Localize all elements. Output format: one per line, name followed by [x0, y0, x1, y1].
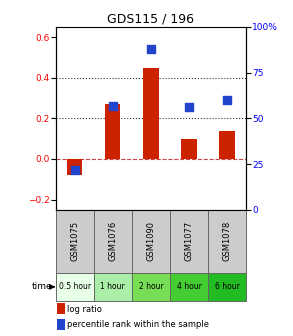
FancyBboxPatch shape — [56, 272, 94, 301]
Text: GSM1077: GSM1077 — [185, 221, 193, 261]
Text: GSM1076: GSM1076 — [108, 221, 117, 261]
Bar — [181, 139, 197, 159]
Bar — [219, 130, 235, 159]
Text: log ratio: log ratio — [67, 304, 102, 313]
Bar — [57, 303, 65, 314]
Point — [187, 104, 191, 110]
Text: 4 hour: 4 hour — [177, 283, 201, 291]
Bar — [143, 68, 159, 159]
Bar — [105, 104, 120, 159]
Point — [72, 167, 77, 172]
FancyBboxPatch shape — [132, 210, 170, 272]
FancyBboxPatch shape — [208, 210, 246, 272]
Bar — [57, 319, 65, 330]
Point — [225, 97, 229, 103]
Text: GSM1075: GSM1075 — [70, 221, 79, 261]
FancyBboxPatch shape — [170, 272, 208, 301]
Point — [110, 103, 115, 108]
FancyBboxPatch shape — [170, 210, 208, 272]
FancyBboxPatch shape — [94, 210, 132, 272]
FancyBboxPatch shape — [56, 210, 94, 272]
Title: GDS115 / 196: GDS115 / 196 — [108, 13, 194, 26]
Text: percentile rank within the sample: percentile rank within the sample — [67, 320, 209, 329]
Text: 1 hour: 1 hour — [100, 283, 125, 291]
Text: 6 hour: 6 hour — [215, 283, 239, 291]
Bar — [67, 159, 82, 175]
FancyBboxPatch shape — [132, 272, 170, 301]
Text: 0.5 hour: 0.5 hour — [59, 283, 91, 291]
Text: GSM1078: GSM1078 — [223, 221, 231, 261]
Text: time: time — [31, 283, 52, 291]
FancyBboxPatch shape — [208, 272, 246, 301]
Text: 2 hour: 2 hour — [139, 283, 163, 291]
Point — [149, 46, 153, 51]
FancyBboxPatch shape — [94, 272, 132, 301]
Text: GSM1090: GSM1090 — [146, 221, 155, 261]
